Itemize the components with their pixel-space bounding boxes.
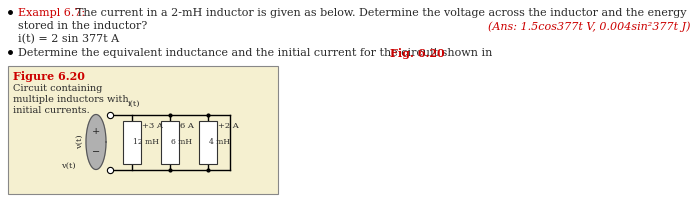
Text: Figure 6.20: Figure 6.20 xyxy=(13,71,85,82)
Bar xyxy=(161,121,179,164)
Text: Fig. 6.20: Fig. 6.20 xyxy=(391,48,445,59)
Text: +: + xyxy=(92,128,100,136)
Text: −: − xyxy=(92,148,100,156)
Text: Determine the equivalent inductance and the initial current for the circuit show: Determine the equivalent inductance and … xyxy=(18,48,496,58)
Text: v(t): v(t) xyxy=(76,135,84,149)
Text: initial currents.: initial currents. xyxy=(13,106,90,115)
Text: 12 mH: 12 mH xyxy=(133,138,159,146)
Text: +2 A: +2 A xyxy=(218,122,239,129)
Text: multiple inductors with: multiple inductors with xyxy=(13,95,129,104)
Bar xyxy=(123,121,141,164)
Text: (Ans: 1.5cos377t V, 0.004sin²377t J): (Ans: 1.5cos377t V, 0.004sin²377t J) xyxy=(487,21,690,31)
FancyBboxPatch shape xyxy=(8,66,278,194)
Bar xyxy=(199,121,217,164)
Polygon shape xyxy=(86,114,106,169)
Text: stored in the inductor?: stored in the inductor? xyxy=(18,21,147,31)
Text: 6 mH: 6 mH xyxy=(171,138,192,146)
Text: v(t): v(t) xyxy=(62,162,76,169)
Text: The current in a 2-mH inductor is given as below. Determine the voltage across t: The current in a 2-mH inductor is given … xyxy=(76,8,687,18)
Text: Exampl 6.7:: Exampl 6.7: xyxy=(18,8,85,18)
Text: i(t): i(t) xyxy=(127,100,140,108)
Text: 4 mH: 4 mH xyxy=(209,138,230,146)
Text: i(t) = 2 sin 377t A: i(t) = 2 sin 377t A xyxy=(18,34,119,44)
Text: Circuit containing: Circuit containing xyxy=(13,84,102,93)
Text: +3 A: +3 A xyxy=(142,122,163,129)
Text: 6 A: 6 A xyxy=(180,122,194,129)
